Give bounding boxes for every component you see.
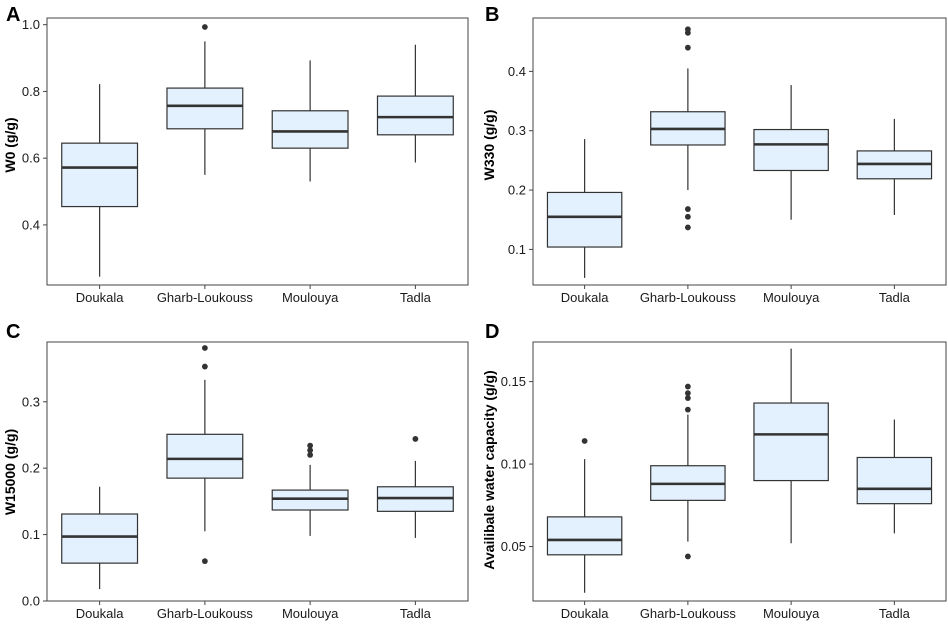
box-a-gharb-loukouss <box>166 87 244 130</box>
x-tick-label-d-tadla: Tadla <box>879 606 911 621</box>
x-tick-label-c-moulouya: Moulouya <box>282 606 339 621</box>
plot-frame-d <box>532 341 947 602</box>
plot-frame-c <box>46 341 469 602</box>
x-tick-label-a-moulouya: Moulouya <box>282 290 339 305</box>
box-a-moulouya <box>271 110 349 149</box>
x-tick-label-d-gharb-loukouss: Gharb-Loukouss <box>640 606 737 621</box>
plot-frame-a <box>46 17 469 286</box>
y-tick-label-d-1: 0.10 <box>501 457 526 472</box>
outlier-point-c-gharb-loukouss-1 <box>201 363 208 370</box>
panel-letter-a: A <box>6 4 20 26</box>
box-a-tadla <box>376 95 454 136</box>
x-tick-label-a-tadla: Tadla <box>400 290 432 305</box>
x-tick-label-c-tadla: Tadla <box>400 606 432 621</box>
box-d-doukala <box>546 516 623 556</box>
outlier-point-c-gharb-loukouss-2 <box>201 558 208 565</box>
x-tick-label-a-doukala: Doukala <box>76 290 124 305</box>
y-tick-label-b-0: 0.1 <box>508 242 526 257</box>
x-tick-label-d-doukala: Doukala <box>561 606 609 621</box>
outlier-point-c-tadla-0 <box>412 436 419 442</box>
outlier-point-b-gharb-loukouss-2 <box>684 44 691 51</box>
y-tick-label-a-3: 1.0 <box>22 17 40 32</box>
outlier-point-b-gharb-loukouss-1 <box>684 29 691 36</box>
y-tick-label-a-1: 0.6 <box>22 151 40 166</box>
outlier-point-d-gharb-loukouss-3 <box>684 406 691 413</box>
y-tick-label-a-0: 0.4 <box>22 217 40 232</box>
box-c-gharb-loukouss <box>166 433 244 479</box>
x-tick-label-a-gharb-loukouss: Gharb-Loukouss <box>157 290 254 305</box>
y-tick-label-c-1: 0.1 <box>22 527 40 542</box>
y-axis-label-a: W0 (g/g) <box>2 117 18 172</box>
outlier-point-d-gharb-loukouss-1 <box>684 390 691 397</box>
outlier-point-a-gharb-loukouss-0 <box>201 24 208 30</box>
y-tick-label-c-0: 0.0 <box>22 594 40 609</box>
outlier-point-c-moulouya-0 <box>307 442 314 449</box>
y-tick-label-c-3: 0.3 <box>22 394 40 409</box>
outlier-point-c-gharb-loukouss-0 <box>201 345 208 351</box>
panel-letter-d: D <box>485 321 499 343</box>
outlier-point-c-moulouya-2 <box>307 451 314 458</box>
box-c-doukala <box>61 513 139 564</box>
y-axis-label-b: W330 (g/g) <box>481 110 497 181</box>
plot-frame-b <box>532 17 947 286</box>
panel-d: D Availibale water capacity (g/g) 0.05 0.… <box>481 321 947 621</box>
box-b-doukala <box>546 191 623 248</box>
outlier-point-d-gharb-loukouss-4 <box>684 553 691 560</box>
outlier-point-d-gharb-loukouss-2 <box>684 395 691 401</box>
x-tick-label-b-gharb-loukouss: Gharb-Loukouss <box>640 290 737 305</box>
x-tick-label-c-gharb-loukouss: Gharb-Loukouss <box>157 606 254 621</box>
box-b-moulouya <box>753 128 829 172</box>
panel-a: A W0 (g/g) 0.4 0.6 0.8 1.0 Doukala Gharb-Louk… <box>2 4 469 305</box>
outlier-point-c-moulouya-1 <box>307 447 314 454</box>
x-tick-label-b-doukala: Doukala <box>561 290 609 305</box>
y-axis-label-c: W15000 (g/g) <box>2 429 18 515</box>
y-tick-label-d-0: 0.05 <box>501 539 526 554</box>
y-tick-label-d-2: 0.15 <box>501 374 526 389</box>
panel-c: C W15000 (g/g) 0.0 0.1 0.2 0.3 Doukala Gharb-… <box>2 321 469 621</box>
x-tick-label-b-tadla: Tadla <box>879 290 911 305</box>
outlier-point-b-gharb-loukouss-4 <box>684 213 691 220</box>
x-tick-label-c-doukala: Doukala <box>76 606 124 621</box>
outlier-point-b-gharb-loukouss-5 <box>684 224 691 231</box>
panel-letter-c: C <box>6 321 20 343</box>
outlier-point-b-gharb-loukouss-3 <box>684 206 691 212</box>
y-tick-label-c-2: 0.2 <box>22 461 40 476</box>
panel-letter-b: B <box>485 4 499 26</box>
y-axis-label-d: Availibale water capacity (g/g) <box>481 370 497 569</box>
y-tick-label-b-3: 0.4 <box>508 64 526 79</box>
x-tick-label-d-moulouya: Moulouya <box>763 606 820 621</box>
box-d-tadla <box>856 456 933 505</box>
y-tick-label-b-2: 0.3 <box>508 123 526 138</box>
panel-b: B W330 (g/g) 0.1 0.2 0.3 0.4 Doukala Gharb-Lo… <box>481 4 947 305</box>
box-d-moulouya <box>753 402 829 482</box>
x-tick-label-b-moulouya: Moulouya <box>763 290 820 305</box>
box-a-doukala <box>61 142 139 208</box>
y-tick-label-b-1: 0.2 <box>508 183 526 198</box>
outlier-point-d-gharb-loukouss-0 <box>684 383 691 390</box>
y-tick-label-a-2: 0.8 <box>22 84 40 99</box>
box-c-moulouya <box>271 489 349 511</box>
outlier-point-d-doukala-0 <box>581 438 588 444</box>
